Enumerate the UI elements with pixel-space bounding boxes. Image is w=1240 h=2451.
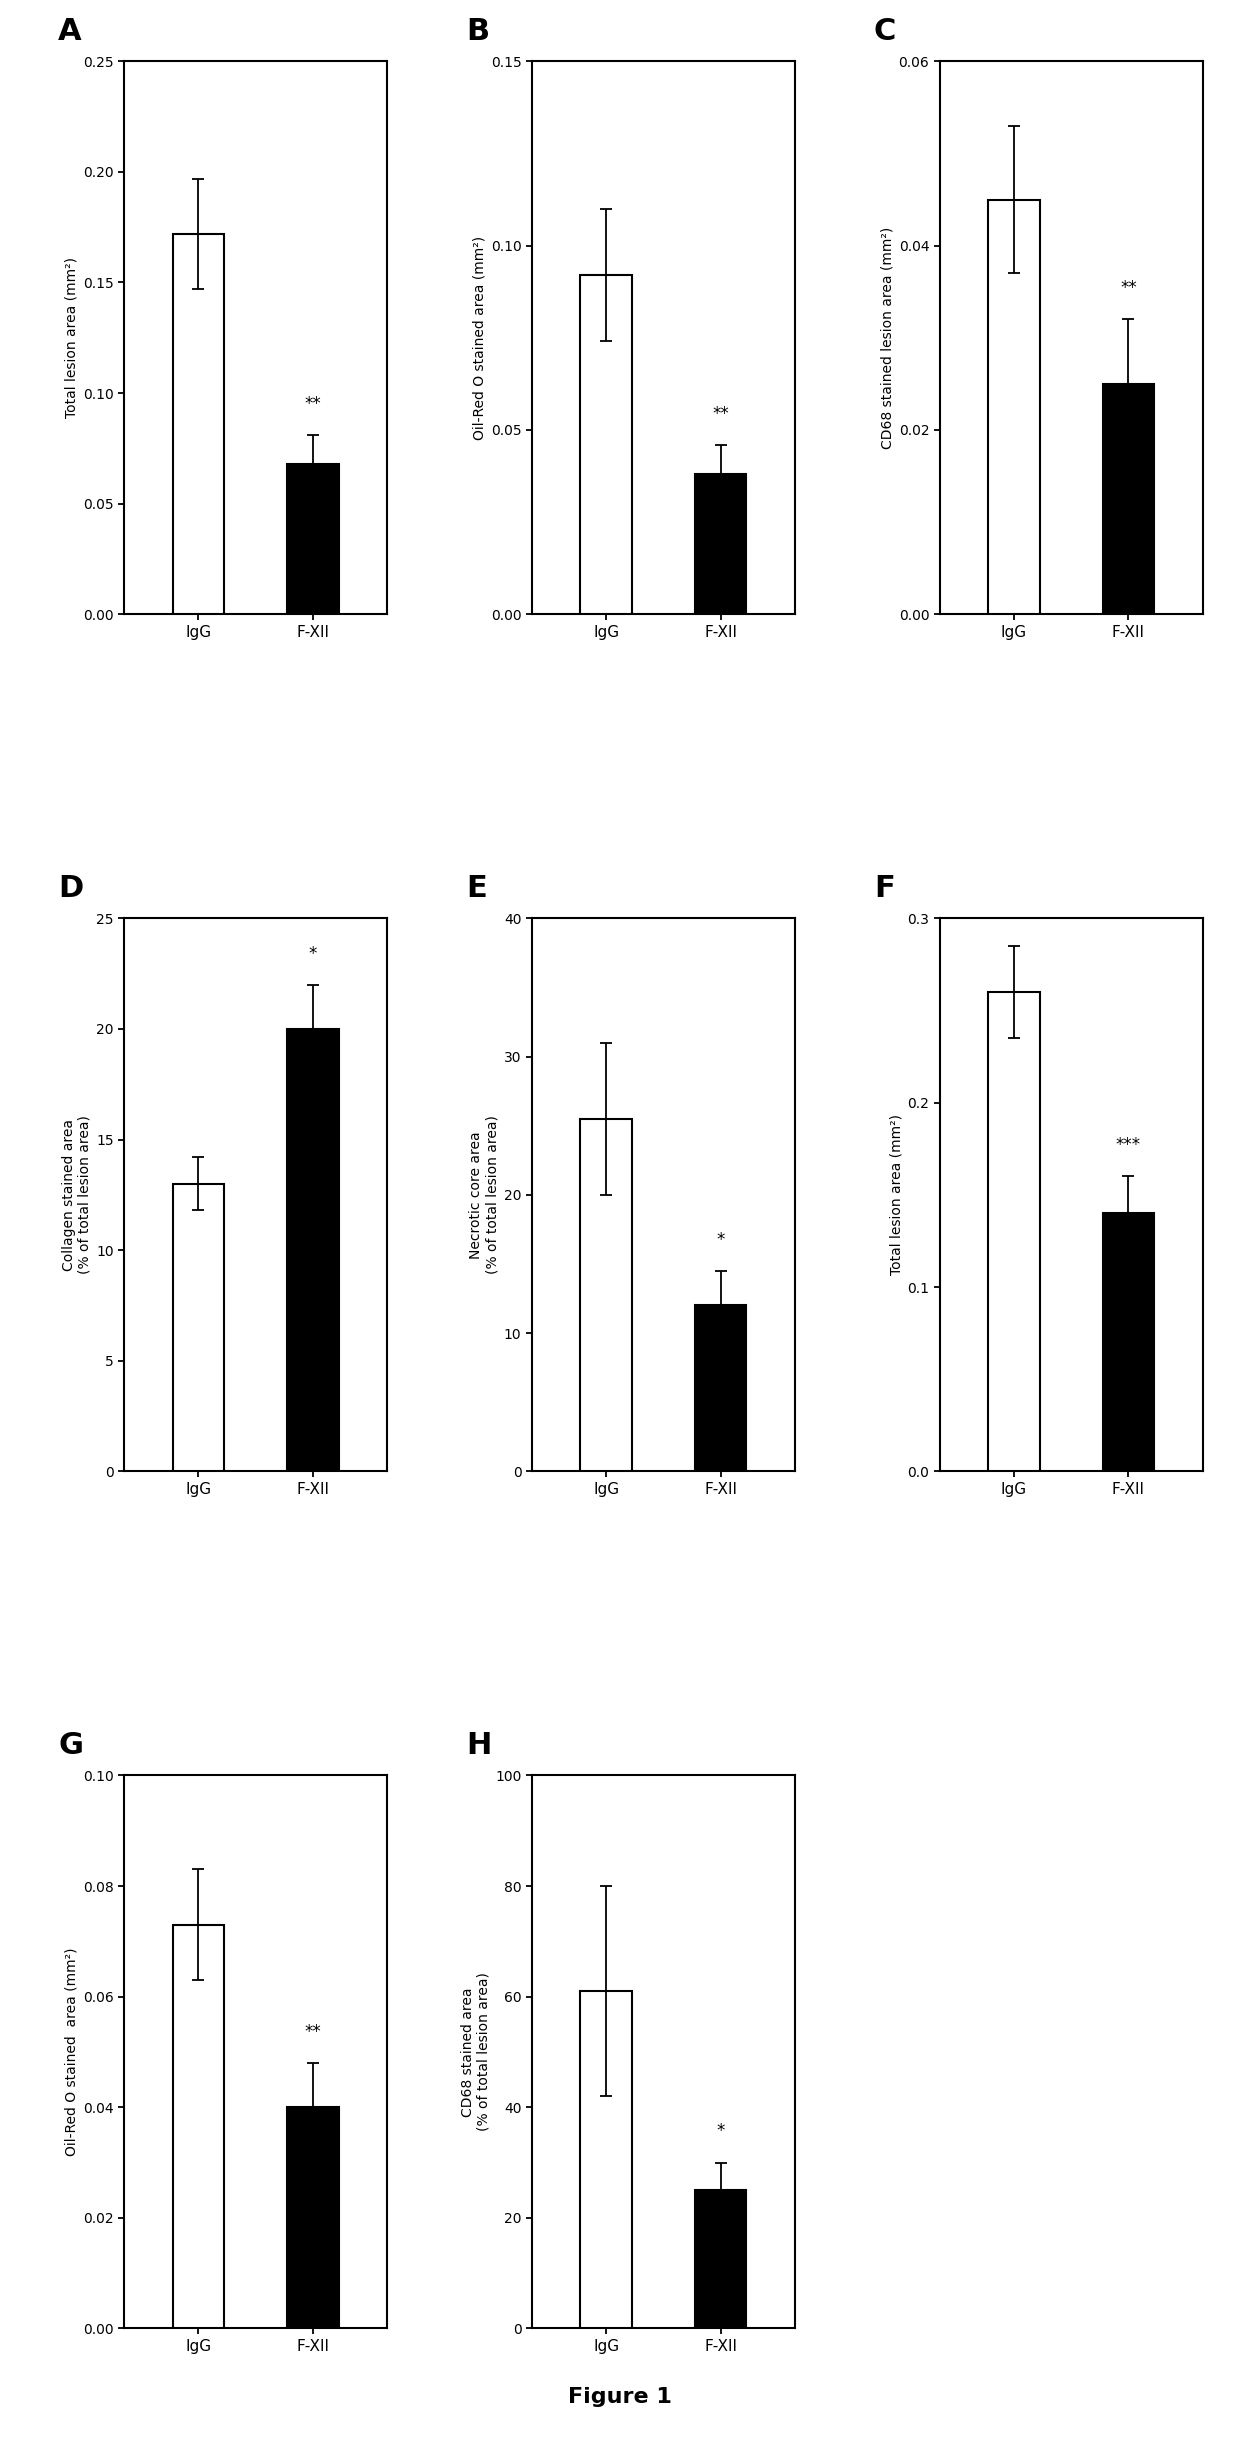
Bar [172,1924,224,2328]
Text: *: * [717,2123,725,2140]
Y-axis label: Total lesion area (mm²): Total lesion area (mm²) [64,257,78,419]
Text: **: ** [1120,279,1137,297]
Text: *: * [717,1230,725,1248]
Bar [580,1990,632,2328]
Bar [988,993,1040,1471]
Bar [580,1118,632,1471]
Bar [694,1306,746,1471]
Text: G: G [58,1730,83,1760]
Text: B: B [466,17,490,47]
Bar [172,1184,224,1471]
Bar [988,199,1040,615]
Y-axis label: CD68 stained lesion area (mm²): CD68 stained lesion area (mm²) [880,225,894,449]
Bar [1102,385,1154,615]
Y-axis label: Necrotic core area
(% of total lesion area): Necrotic core area (% of total lesion ar… [470,1115,500,1275]
Text: **: ** [712,404,729,422]
Text: *: * [309,944,317,963]
Bar [1102,1213,1154,1471]
Text: ***: *** [1116,1137,1141,1154]
Y-axis label: Total lesion area (mm²): Total lesion area (mm²) [889,1115,903,1275]
Text: C: C [874,17,897,47]
Text: E: E [466,875,487,902]
Bar [694,473,746,615]
Bar [286,1029,339,1471]
Bar [580,275,632,615]
Bar [694,2191,746,2328]
Text: **: ** [304,395,321,412]
Text: A: A [58,17,82,47]
Bar [286,2108,339,2328]
Text: H: H [466,1730,491,1760]
Y-axis label: Collagen stained area
(% of total lesion area): Collagen stained area (% of total lesion… [62,1115,92,1275]
Y-axis label: Oil-Red O stained area (mm²): Oil-Red O stained area (mm²) [472,235,486,439]
Text: D: D [58,875,83,902]
Y-axis label: CD68 stained area
(% of total lesion area): CD68 stained area (% of total lesion are… [461,1973,491,2132]
Text: Figure 1: Figure 1 [568,2387,672,2407]
Text: **: ** [304,2022,321,2042]
Y-axis label: Oil-Red O stained  area (mm²): Oil-Red O stained area (mm²) [64,1949,78,2157]
Text: F: F [874,875,894,902]
Bar [286,463,339,615]
Bar [172,233,224,615]
